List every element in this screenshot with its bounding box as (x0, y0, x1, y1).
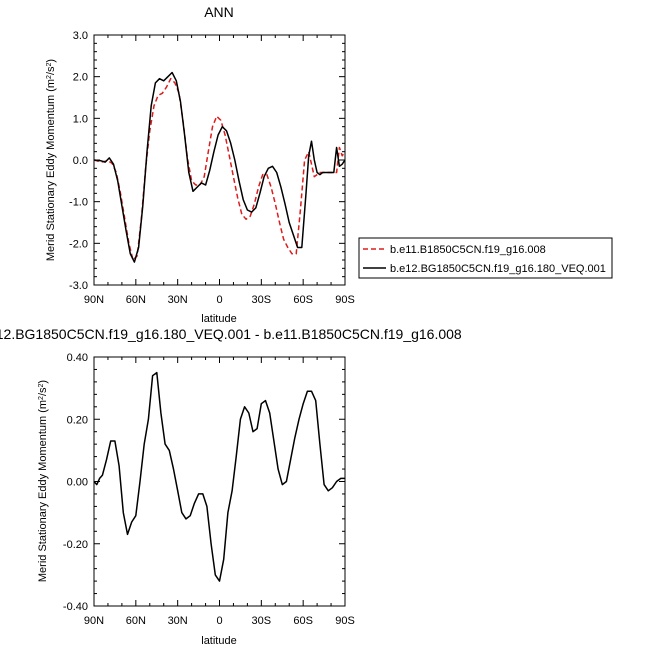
y-axis: 3.0 2.0 1.0 0.0 -1.0 -2.0 -3.0 (69, 30, 345, 292)
y-tick-label: 0.40 (67, 352, 88, 364)
x-tick-label: 90S (335, 294, 355, 306)
y-axis-title: Merid Stationary Eddy Momentum (m2/s2) (45, 59, 57, 261)
chart-difference: b.e12.BG1850C5CN.f19_g16.180_VEQ.001 - b… (0, 326, 462, 647)
x-axis: 90N 60N 30N 0 30S 60S 90S (84, 357, 355, 627)
y-tick-label: 0.20 (67, 414, 88, 426)
y-tick-label: 2.0 (73, 72, 88, 84)
x-tick-label: 60S (293, 294, 313, 306)
series-group (93, 371, 345, 582)
y-tick-label: 0.00 (67, 477, 88, 489)
x-tick-label: 60N (126, 615, 146, 627)
y-axis: 0.40 0.20 0.00 -0.20 -0.40 (63, 352, 345, 613)
legend-label-control: b.e11.B1850C5CN.f19_g16.008 (390, 244, 546, 256)
series-line-first (93, 371, 345, 582)
chart-title: ANN (204, 4, 234, 20)
chart-title: b.e12.BG1850C5CN.f19_g16.180_VEQ.001 - b… (0, 326, 462, 342)
x-tick-label: 0 (216, 294, 222, 306)
series-line-second (93, 71, 346, 263)
x-tick-label: 30S (252, 294, 272, 306)
x-tick-label: 60N (126, 294, 146, 306)
x-tick-label: 30S (252, 615, 272, 627)
x-tick-label: 60S (293, 615, 313, 627)
x-axis-title: latitude (201, 313, 236, 325)
y-tick-label: -2.0 (69, 238, 88, 250)
y-tick-label: -3.0 (69, 280, 88, 292)
plot-frame (93, 356, 346, 607)
legend-box (358, 237, 613, 279)
series-group (93, 71, 346, 263)
x-tick-label: 30N (168, 294, 188, 306)
legend-label-experiment: b.e12.BG1850C5CN.f19_g16.180_VEQ.001 (390, 263, 606, 275)
x-tick-label: 0 (216, 615, 222, 627)
x-axis-title: latitude (201, 635, 236, 647)
x-tick-label: 90N (84, 615, 104, 627)
x-tick-label: 90S (335, 615, 355, 627)
plot-frame (93, 34, 346, 286)
y-tick-label: -1.0 (69, 197, 88, 209)
chart-annual-mean: ANN 3.0 2.0 1.0 0.0 -1.0 -2.0 -3.0 90N 60N 30N 0 3… (45, 4, 613, 325)
y-tick-label: 0.0 (73, 155, 88, 167)
y-tick-label: 3.0 (73, 30, 88, 42)
x-tick-label: 90N (84, 294, 104, 306)
y-tick-label: 1.0 (73, 113, 88, 125)
x-tick-label: 30N (168, 615, 188, 627)
x-axis: 90N 60N 30N 0 30S 60S 90S (84, 35, 355, 306)
legend: b.e11.B1850C5CN.f19_g16.008 b.e12.BG1850… (358, 237, 613, 279)
y-tick-label: -0.40 (63, 601, 88, 613)
y-tick-label: -0.20 (63, 539, 88, 551)
y-axis-title: Merid Stationary Eddy Momentum (m2/s2) (37, 380, 49, 582)
